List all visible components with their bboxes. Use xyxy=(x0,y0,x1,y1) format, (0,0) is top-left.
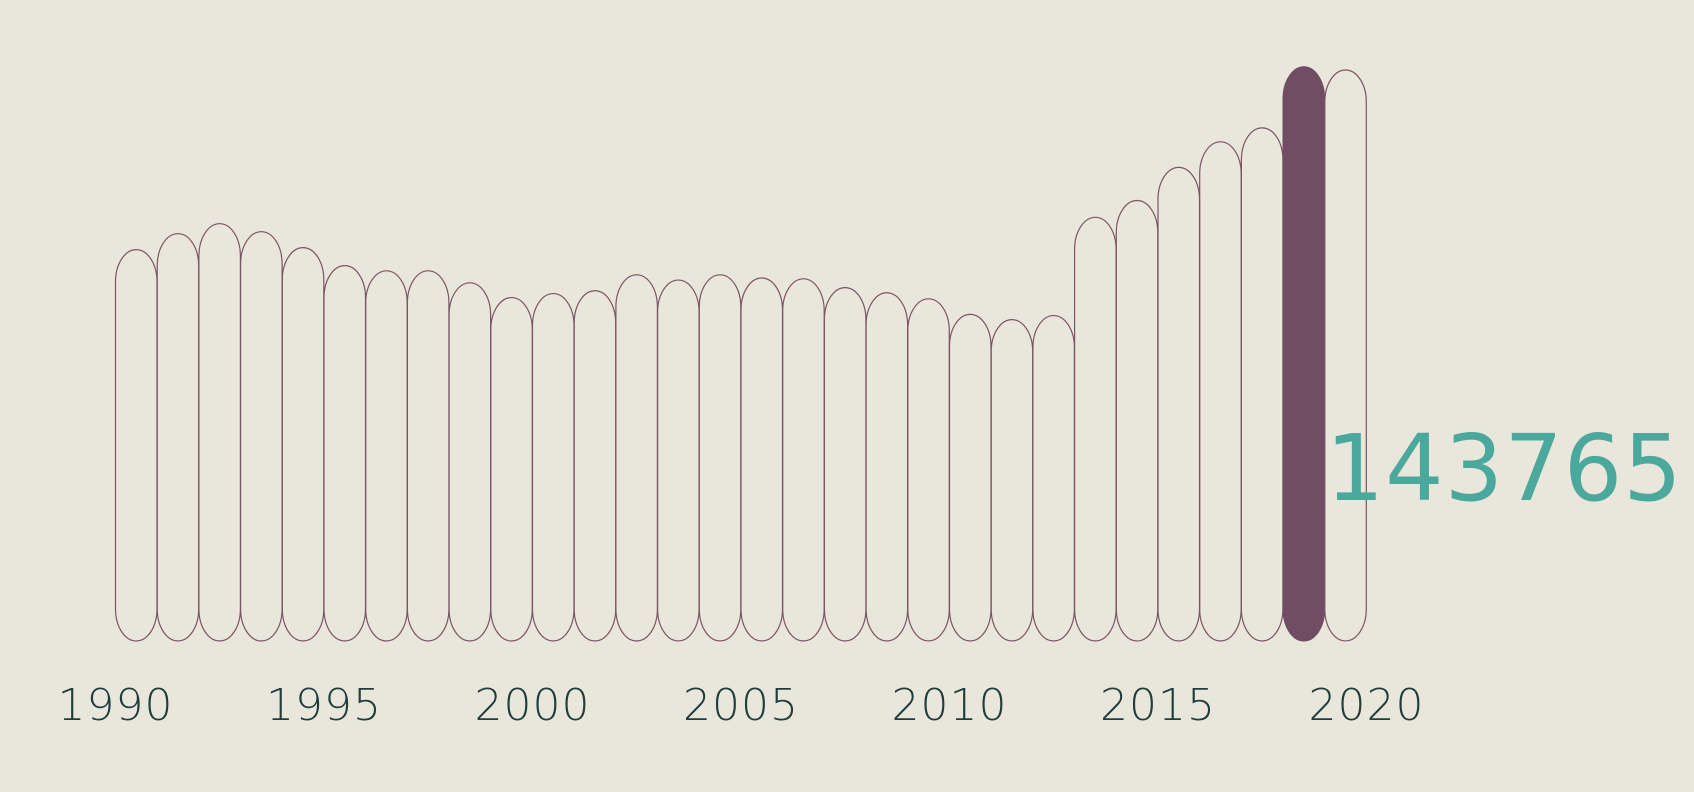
bar-2001[interactable] xyxy=(573,290,617,642)
x-tick-label-2010: 2010 xyxy=(892,680,1008,731)
x-tick-label-1990: 1990 xyxy=(58,680,174,731)
bar-1998[interactable] xyxy=(448,282,492,642)
bar-2017[interactable] xyxy=(1240,127,1284,642)
bar-1996[interactable] xyxy=(365,270,408,642)
bar-2002[interactable] xyxy=(615,274,658,642)
x-tick-label-2015: 2015 xyxy=(1100,680,1216,731)
bar-1997[interactable] xyxy=(406,270,450,642)
bar-2000[interactable] xyxy=(531,292,575,642)
bar-1990[interactable] xyxy=(114,249,158,642)
bar-2008[interactable] xyxy=(865,292,909,642)
bar-2004[interactable] xyxy=(698,274,742,642)
bar-1993[interactable] xyxy=(240,231,283,642)
x-tick-label-2020: 2020 xyxy=(1309,680,1425,731)
bar-1995[interactable] xyxy=(323,265,367,642)
bar-2011[interactable] xyxy=(990,318,1034,642)
bar-1991[interactable] xyxy=(156,233,200,642)
bar-1999[interactable] xyxy=(490,296,533,642)
x-tick-label-2005: 2005 xyxy=(683,680,799,731)
bar-2003[interactable] xyxy=(657,279,700,642)
bar-2012[interactable] xyxy=(1032,314,1075,642)
x-tick-label-2000: 2000 xyxy=(475,680,591,731)
bar-2016[interactable] xyxy=(1199,141,1242,642)
bar-2007[interactable] xyxy=(823,286,867,642)
bar-2006[interactable] xyxy=(782,278,825,642)
highlight-value-label: 143765 xyxy=(1326,415,1683,522)
bar-1994[interactable] xyxy=(281,247,325,642)
bar-2013[interactable] xyxy=(1074,216,1117,642)
bar-2015[interactable] xyxy=(1157,166,1201,642)
bar-1992[interactable] xyxy=(198,223,241,642)
x-tick-label-1995: 1995 xyxy=(266,680,382,731)
bar-2014[interactable] xyxy=(1115,199,1159,642)
bar-2010[interactable] xyxy=(948,313,992,642)
bar-2009[interactable] xyxy=(907,298,950,642)
bar-2005[interactable] xyxy=(740,277,784,642)
x-axis-tick-labels: 1990 1995 2000 2005 2010 2015 2020 xyxy=(58,680,1425,731)
bars-group xyxy=(114,66,1367,642)
bar-highlighted-2018[interactable] xyxy=(1282,66,1326,642)
bar-2019[interactable] xyxy=(1324,69,1367,642)
